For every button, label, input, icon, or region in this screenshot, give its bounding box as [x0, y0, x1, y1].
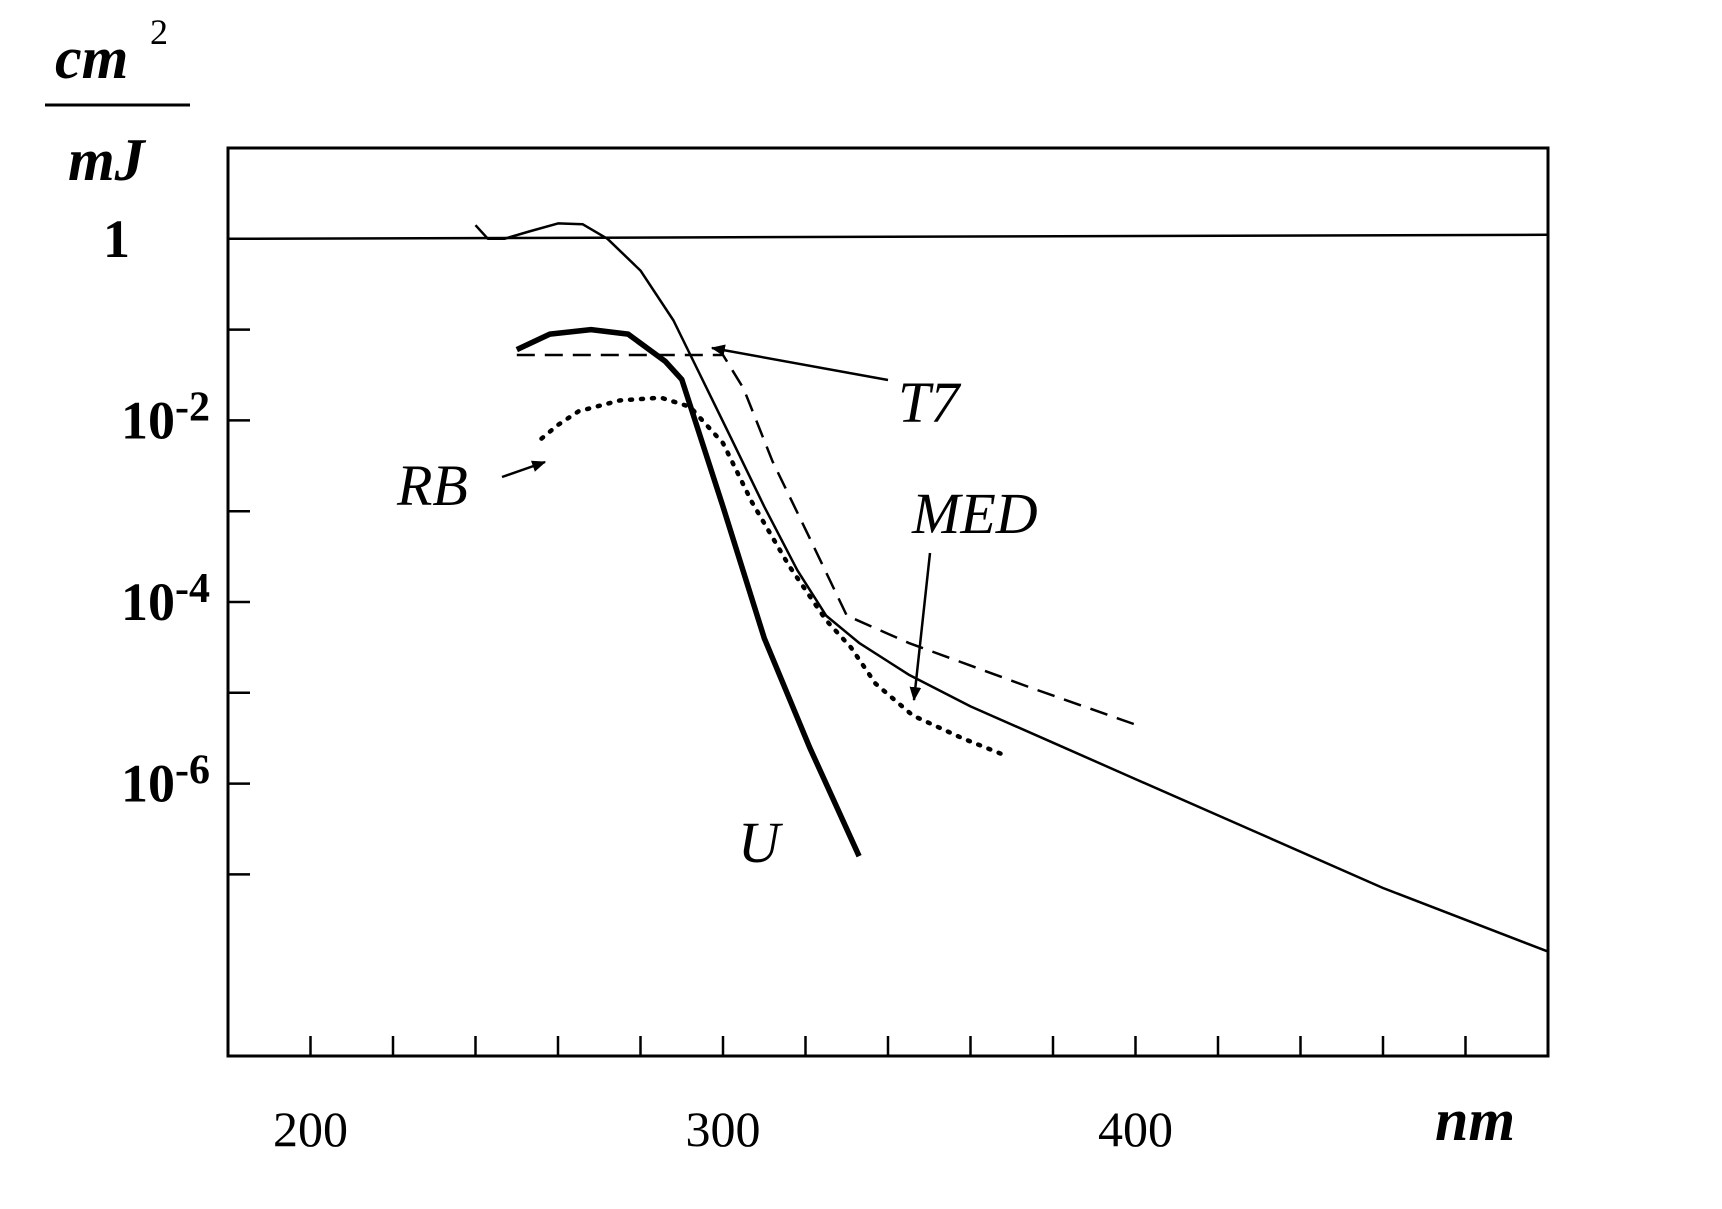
y-unit-numerator: cm [55, 25, 128, 91]
x-tick-label: 400 [1098, 1101, 1173, 1157]
rb-pointer-arrow [501, 460, 547, 479]
series-label-med: MED [911, 481, 1038, 546]
plot-frame [226, 146, 1550, 1058]
series-layer [227, 222, 1549, 953]
y-unit-denominator: mJ [68, 127, 147, 193]
t7-pointer-arrow [710, 344, 889, 382]
series-annotations: T7 RB MED U [396, 344, 1038, 875]
y-axis-unit-label: cm 2 mJ [45, 12, 190, 193]
x-tick-label: 300 [686, 1101, 761, 1157]
series-label-t7: T7 [898, 370, 961, 435]
axis-tick-labels: 200 300 400 1 10-2 10-4 10-6 [103, 209, 1173, 1157]
y-tick-label: 10-4 [121, 566, 210, 632]
series-line-med [516, 353, 1136, 726]
series-label-rb: RB [396, 453, 468, 518]
med-pointer-arrow [909, 552, 932, 702]
x-axis-unit-label: nm [1435, 1087, 1515, 1153]
series-line-rb [539, 395, 1010, 759]
y-tick-label: 10-2 [121, 384, 210, 450]
axis-ticks [228, 237, 1467, 1056]
x-tick-label: 200 [273, 1101, 348, 1157]
series-label-u: U [738, 810, 784, 875]
y-unit-exponent: 2 [150, 12, 168, 52]
series-line-t7 [474, 222, 1549, 953]
y-tick-label: 10-6 [121, 748, 210, 814]
series-line-u [515, 326, 862, 858]
y-tick-label: 1 [103, 209, 130, 269]
reference-line-one [227, 233, 1549, 241]
